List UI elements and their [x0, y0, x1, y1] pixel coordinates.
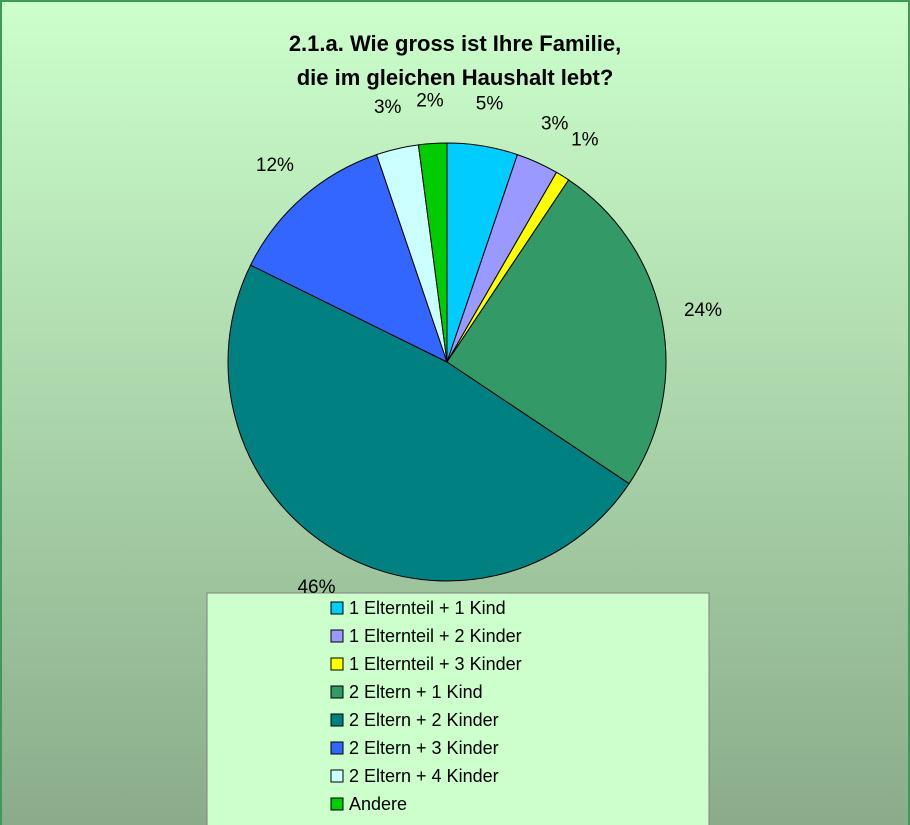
pie-slice — [249, 153, 448, 363]
data-label: 3% — [374, 97, 402, 118]
pie-slice — [227, 264, 630, 582]
legend-label: Andere — [349, 794, 407, 814]
legend-swatch — [330, 741, 344, 755]
legend-swatch — [330, 657, 344, 671]
legend-swatch — [330, 629, 344, 643]
legend-label: 2 Eltern + 2 Kinder — [349, 710, 499, 730]
data-label: 12% — [256, 155, 294, 176]
chart-title: 2.1.a. Wie gross ist Ihre Familie, — [289, 31, 621, 56]
data-label: 3% — [541, 113, 569, 134]
legend-label: 2 Eltern + 3 Kinder — [349, 738, 499, 758]
legend-swatch — [330, 685, 344, 699]
legend-swatch — [330, 601, 344, 615]
data-label: 1% — [571, 129, 599, 150]
legend-label: 1 Elternteil + 3 Kinder — [349, 654, 522, 674]
pie-slice — [446, 179, 667, 485]
chart-title: die im gleichen Haushalt lebt? — [297, 65, 614, 90]
legend-swatch — [330, 769, 344, 783]
legend-swatch — [330, 797, 344, 811]
legend-label: 1 Elternteil + 1 Kind — [349, 598, 506, 618]
data-label: 5% — [476, 94, 504, 115]
data-label: 46% — [297, 577, 335, 598]
legend-label: 1 Elternteil + 2 Kinder — [349, 626, 522, 646]
data-label: 2% — [416, 91, 444, 112]
pie-slice — [417, 142, 448, 363]
legend-label: 2 Eltern + 4 Kinder — [349, 766, 499, 786]
legend-swatch — [330, 713, 344, 727]
data-label: 24% — [684, 300, 722, 321]
legend-label: 2 Eltern + 1 Kind — [349, 682, 483, 702]
legend — [206, 592, 710, 825]
